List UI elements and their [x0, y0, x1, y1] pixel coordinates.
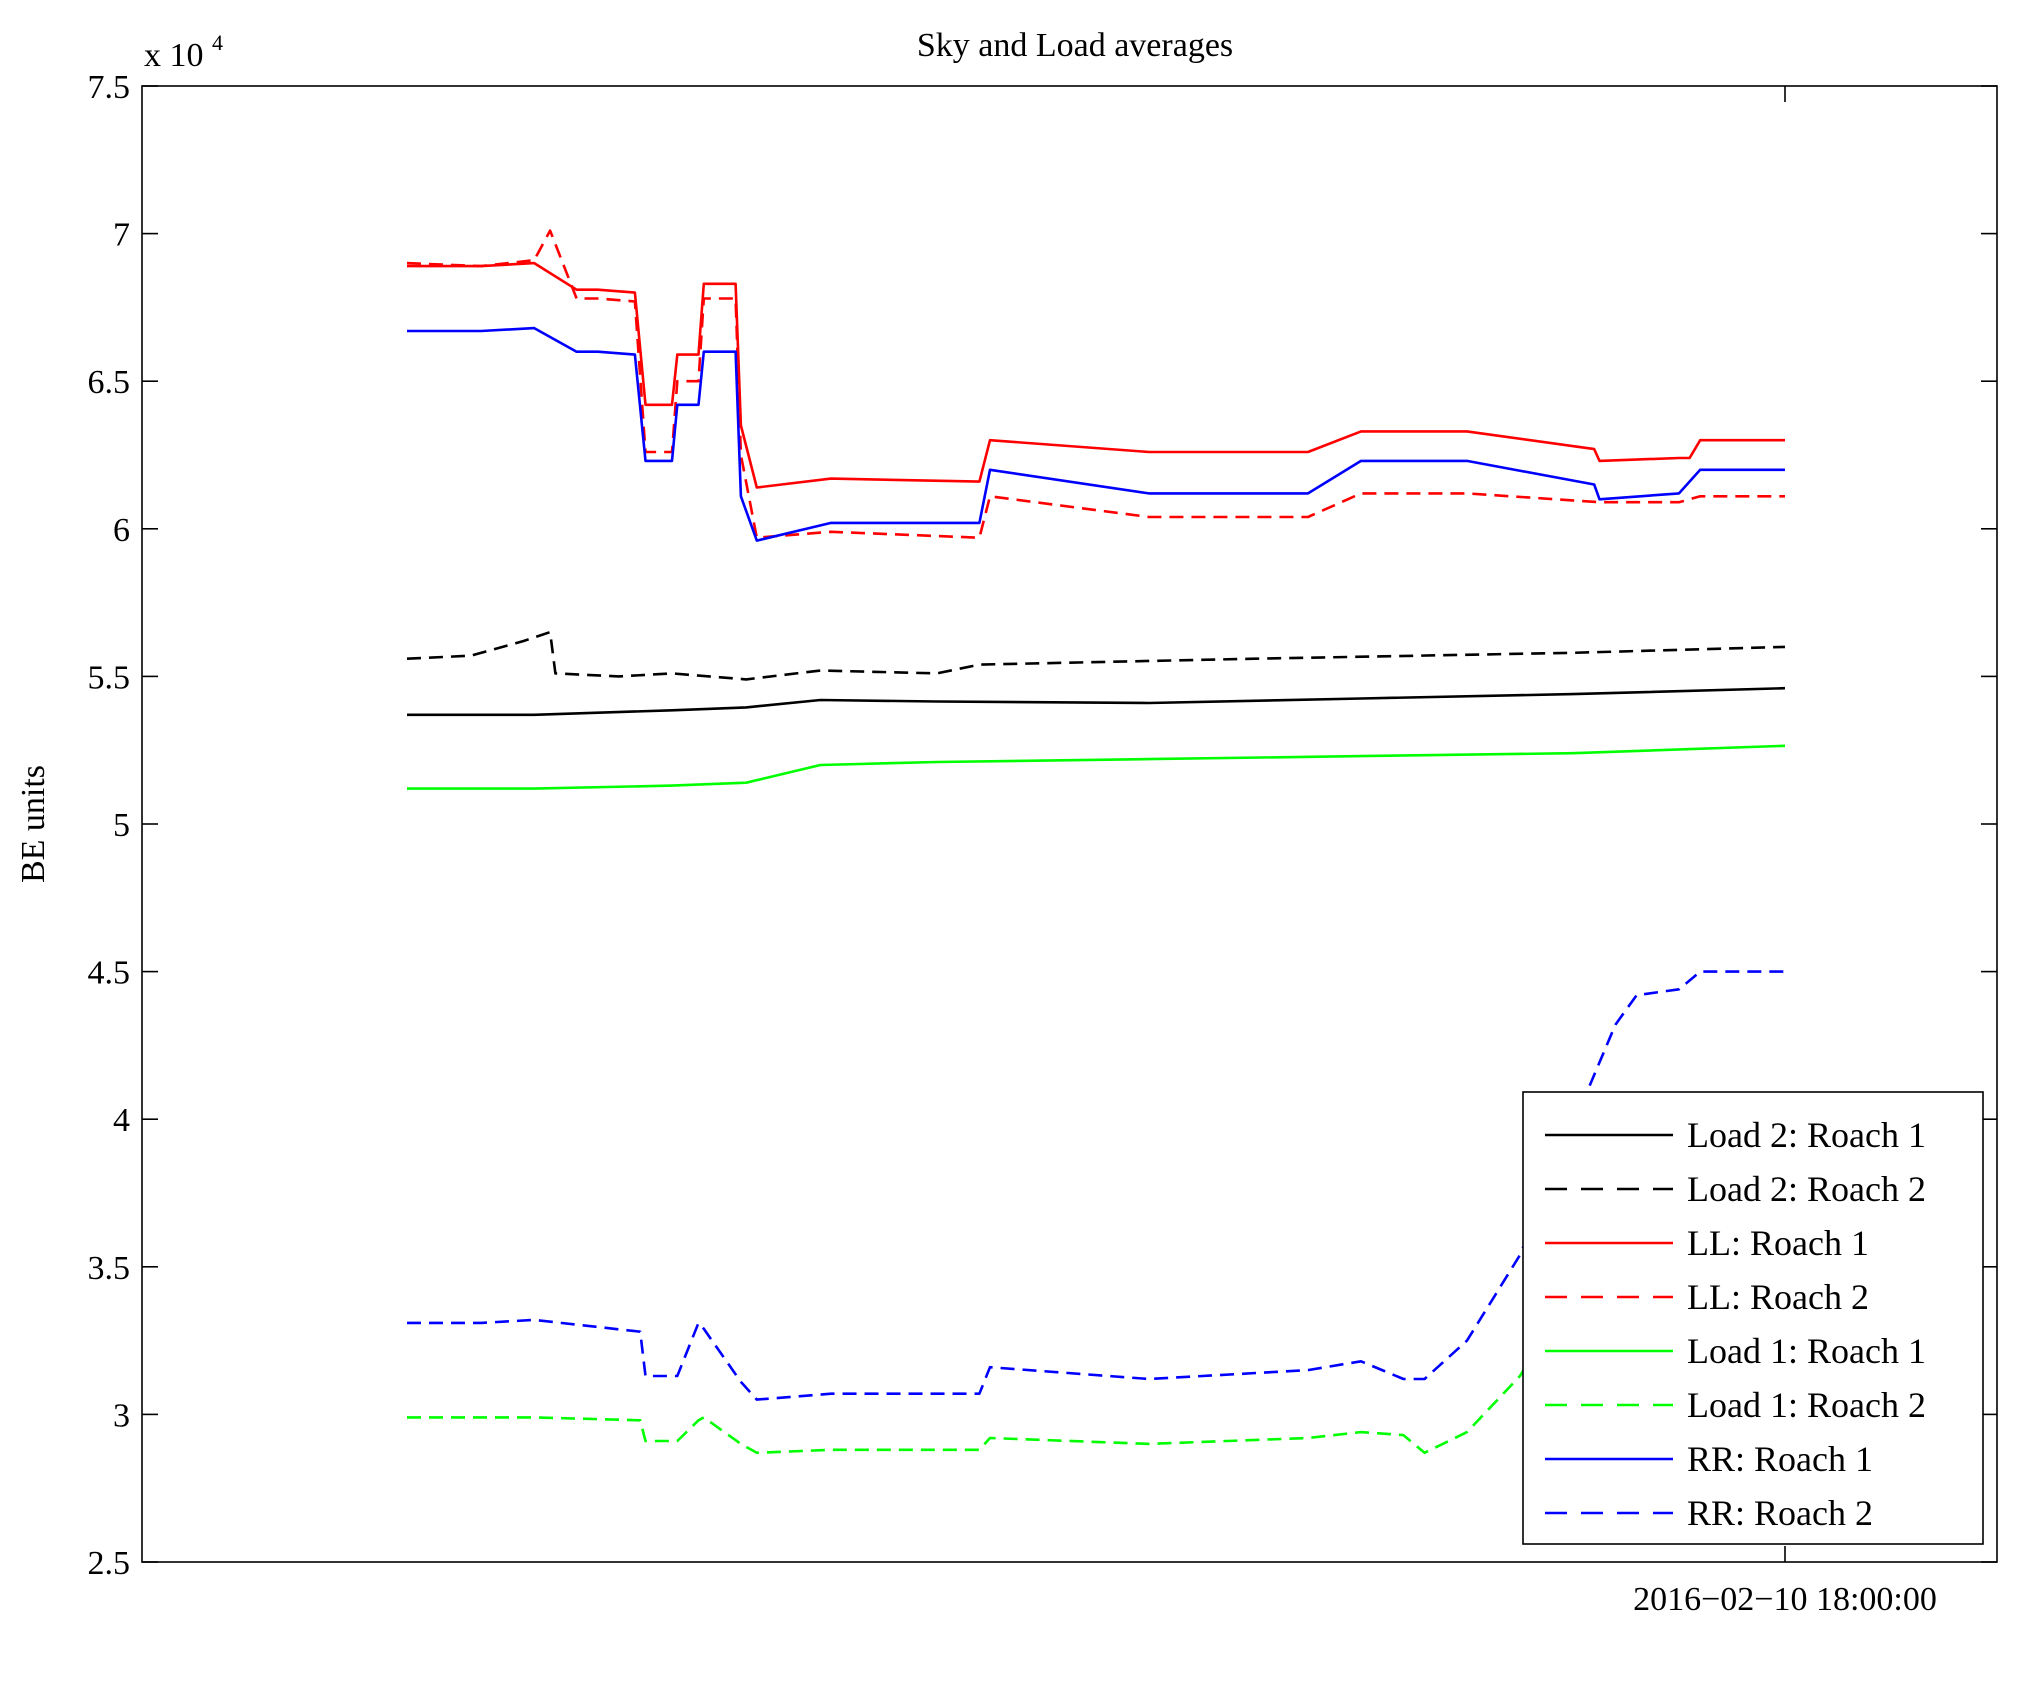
y-tick-label: 6.5	[88, 364, 131, 401]
y-exponent-base: x 10	[144, 37, 204, 74]
legend-label: LL: Roach 2	[1687, 1277, 1869, 1317]
series-line-8	[407, 970, 1785, 1401]
chart-title: Sky and Load averages	[917, 27, 1233, 64]
y-axis-label: BE units	[15, 765, 52, 883]
legend-label: LL: Roach 1	[1687, 1223, 1869, 1263]
y-tick-label: 7.5	[88, 69, 131, 106]
legend-label: Load 1: Roach 1	[1687, 1331, 1926, 1371]
legend-label: Load 2: Roach 1	[1687, 1115, 1926, 1155]
y-tick-label: 3.5	[88, 1250, 131, 1287]
series-line-7	[407, 326, 1785, 542]
legend-label: Load 2: Roach 2	[1687, 1169, 1926, 1209]
series-layer	[406, 229, 1786, 1455]
y-tick-label: 7	[113, 217, 130, 254]
series-line-5	[407, 744, 1786, 790]
legend-label: RR: Roach 1	[1687, 1439, 1873, 1479]
series-line-1	[407, 686, 1786, 717]
y-axis-ticks: 2.5 3 3.5 4 4.5 5 5.5 6 6.5 7 7.5	[88, 69, 1997, 1582]
x-tick-label: 2016−02−10 18:00:00	[1633, 1581, 1937, 1618]
y-tick-label: 6	[113, 512, 130, 549]
series-line-6	[407, 1192, 1617, 1455]
y-tick-label: 5	[113, 807, 130, 844]
y-tick-label: 3	[113, 1397, 130, 1434]
legend-box	[1522, 1091, 1984, 1545]
series-line-4	[406, 229, 1785, 539]
x-axis-ticks: 2016−02−10 18:00:00	[1633, 86, 1937, 1618]
y-tick-label: 4.5	[88, 955, 131, 992]
series-line-3	[407, 261, 1785, 489]
y-exponent-power: 4	[212, 30, 223, 55]
y-tick-label: 2.5	[88, 1545, 131, 1582]
legend: Load 2: Roach 1 Load 2: Roach 2 LL: Roach …	[1522, 1091, 1984, 1545]
legend-label: RR: Roach 2	[1687, 1493, 1873, 1533]
series-line-2	[406, 630, 1786, 681]
legend-label: Load 1: Roach 2	[1687, 1385, 1926, 1425]
y-tick-label: 5.5	[88, 659, 131, 696]
y-exponent-label: x 10 4	[144, 30, 223, 74]
y-tick-label: 4	[113, 1102, 130, 1139]
